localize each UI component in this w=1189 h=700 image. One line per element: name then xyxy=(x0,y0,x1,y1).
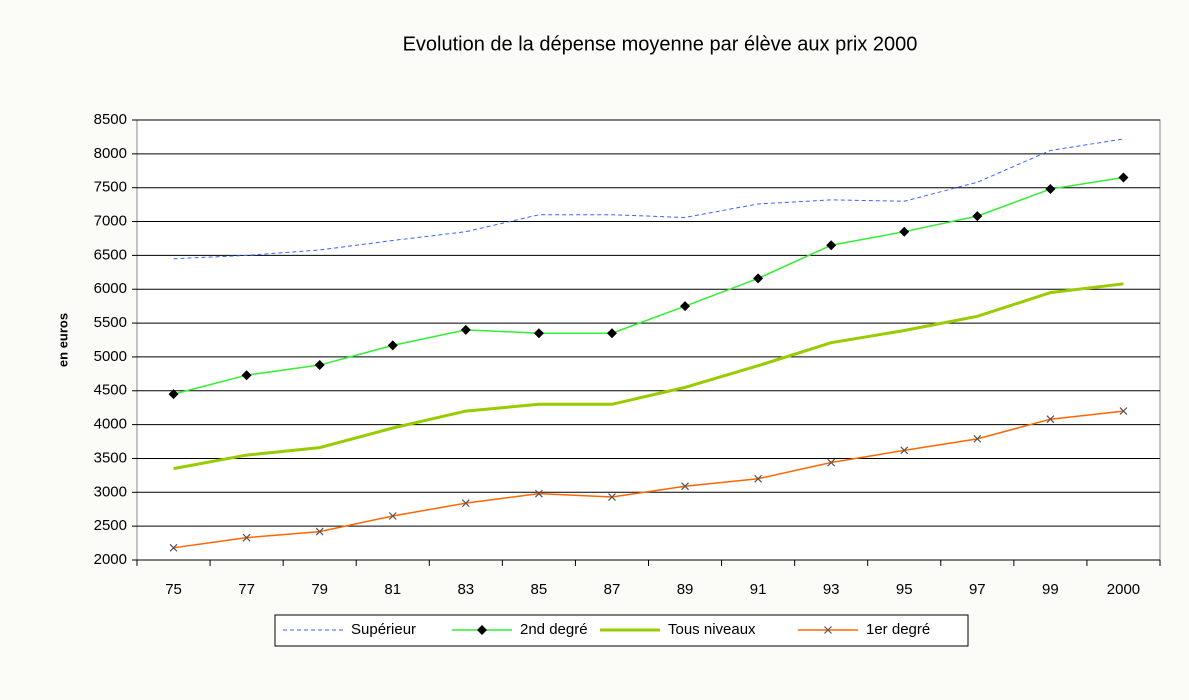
point xyxy=(387,340,398,351)
y-tick-label: 8000 xyxy=(94,145,127,162)
y-tick-label: 3000 xyxy=(94,483,127,500)
series-line xyxy=(173,410,1124,549)
x-tick-label: 75 xyxy=(165,581,182,598)
point xyxy=(606,328,617,339)
x-tick-label: 87 xyxy=(604,581,621,598)
chart-title: Evolution de la dépense moyenne par élèv… xyxy=(403,33,918,55)
x-tick-label: 99 xyxy=(1042,581,1059,598)
point xyxy=(827,458,836,467)
point xyxy=(826,240,837,251)
point xyxy=(824,626,832,634)
x-tick-label: 83 xyxy=(457,581,474,598)
legend-label: Supérieur xyxy=(351,621,416,638)
legend-label: 2nd degré xyxy=(520,621,588,638)
point xyxy=(899,226,910,237)
point xyxy=(680,301,691,312)
y-tick-label: 4500 xyxy=(94,382,127,399)
point xyxy=(900,446,909,455)
point xyxy=(460,324,471,335)
legend-label: 1er degré xyxy=(866,621,930,638)
point xyxy=(534,489,543,498)
point xyxy=(753,273,764,284)
y-tick-label: 5000 xyxy=(94,348,127,365)
x-tick-label: 85 xyxy=(531,581,548,598)
y-axis-label: en euros xyxy=(55,313,70,367)
x-tick-label: 79 xyxy=(311,581,328,598)
point xyxy=(1119,407,1128,416)
legend-label: Tous niveaux xyxy=(668,621,756,638)
point xyxy=(608,493,616,501)
y-tick-label: 2000 xyxy=(94,551,127,568)
series-line xyxy=(173,138,1124,260)
point xyxy=(315,527,324,536)
point xyxy=(754,474,763,483)
point xyxy=(461,499,470,508)
point xyxy=(533,328,544,339)
x-tick-label: 2000 xyxy=(1107,581,1140,598)
series-line xyxy=(173,282,1124,471)
series-line xyxy=(173,176,1124,395)
point xyxy=(168,389,179,400)
plot-area xyxy=(136,119,1161,561)
point xyxy=(1118,172,1129,183)
point xyxy=(242,533,251,542)
y-tick-label: 7000 xyxy=(94,213,127,230)
point xyxy=(681,482,689,491)
y-tick-label: 6000 xyxy=(94,280,127,297)
point xyxy=(973,434,982,443)
point xyxy=(241,370,252,381)
point xyxy=(388,512,397,520)
y-tick-label: 5500 xyxy=(94,314,127,331)
y-tick-label: 7500 xyxy=(94,179,127,196)
point xyxy=(169,543,178,552)
y-tick-label: 2500 xyxy=(94,517,127,534)
x-tick-label: 97 xyxy=(969,581,986,598)
point xyxy=(314,360,325,371)
x-tick-label: 93 xyxy=(823,581,840,598)
x-tick-label: 95 xyxy=(896,581,913,598)
point xyxy=(972,211,983,222)
x-tick-label: 81 xyxy=(384,581,401,598)
y-tick-label: 4000 xyxy=(94,416,127,433)
y-tick-label: 6500 xyxy=(94,246,127,263)
y-tick-label: 8500 xyxy=(94,111,127,128)
x-tick-label: 89 xyxy=(677,581,694,598)
y-tick-label: 3500 xyxy=(94,449,127,466)
point xyxy=(1045,184,1056,195)
point xyxy=(477,625,487,635)
point xyxy=(1046,415,1055,424)
x-tick-label: 77 xyxy=(238,581,255,598)
x-tick-label: 91 xyxy=(750,581,767,598)
